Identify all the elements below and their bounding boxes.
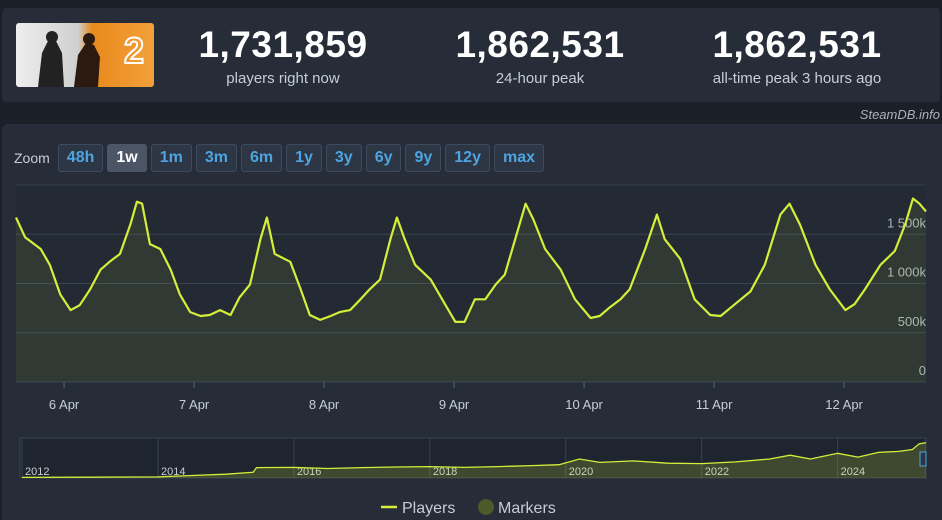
zoom-button[interactable]: 1y	[286, 144, 322, 172]
stat: 1,862,531 24-hour peak	[420, 24, 660, 87]
watermark: SteamDB.info	[859, 107, 940, 122]
zoom-button[interactable]: 1w	[107, 144, 147, 172]
area	[16, 198, 926, 382]
logo-mark: 2	[124, 30, 144, 71]
legend-swatch	[478, 499, 494, 515]
stats-card: 2 1,731,859 players right now 1,862,531 24…	[2, 8, 940, 102]
navigator-tick-label: 2020	[569, 466, 593, 478]
x-tick-label: 9 Apr	[439, 397, 470, 412]
game-art: 2	[16, 23, 154, 87]
navigator-tick-label: 2024	[841, 466, 865, 478]
zoom-button[interactable]: 48h	[57, 144, 104, 172]
legend-label: Markers	[498, 500, 556, 517]
legend-label: Players	[402, 500, 455, 517]
zoom-button[interactable]: max	[493, 144, 545, 172]
zoom-button[interactable]: 6y	[365, 144, 402, 172]
stat-label: all-time peak 3 hours ago	[712, 70, 882, 87]
zoom-label: Zoom	[14, 150, 50, 166]
stat: 1,731,859 players right now	[163, 24, 403, 87]
x-tick-label: 8 Apr	[309, 397, 340, 412]
y-tick-label: 500k	[898, 314, 927, 329]
navigator-tick-label: 2016	[297, 466, 321, 478]
zoom-button[interactable]: 9y	[405, 144, 442, 172]
zoom-bar: Zoom 48h 1w 1m 3m 6m 1y 3y 6y 9y 12y max	[14, 144, 545, 172]
x-tick-label: 10 Apr	[565, 397, 603, 412]
zoom-button[interactable]: 3m	[195, 144, 237, 172]
zoom-button[interactable]: 1m	[150, 144, 192, 172]
navigator-area	[22, 442, 926, 478]
navigator-tick-label: 2012	[25, 466, 49, 478]
navigator-tick-label: 2022	[705, 466, 729, 478]
stat-value: 1,731,859	[198, 24, 368, 65]
navigator-tick-label: 2014	[161, 466, 185, 478]
navigator-line	[21, 441, 927, 479]
line	[15, 197, 927, 323]
navigator-handle	[919, 451, 927, 467]
x-tick-label: 11 Apr	[696, 397, 733, 412]
zoom-button[interactable]: 12y	[445, 144, 490, 172]
stat: 1,862,531 all-time peak 3 hours ago	[677, 24, 917, 87]
x-tick-label: 6 Apr	[49, 397, 80, 412]
x-tick-label: 12 Apr	[825, 397, 863, 412]
y-tick-label: 1 000k	[887, 265, 927, 280]
stat-label: players right now	[226, 70, 340, 87]
stat-value: 1,862,531	[712, 24, 882, 65]
x-tick-label: 7 Apr	[179, 397, 210, 412]
navigator-tick-label: 2018	[433, 466, 457, 478]
zoom-button[interactable]: 6m	[240, 144, 283, 172]
stat-value: 1,862,531	[455, 24, 625, 65]
stat-label: 24-hour peak	[495, 70, 585, 87]
y-tick-label: 0	[919, 363, 926, 378]
zoom-button[interactable]: 3y	[325, 144, 362, 172]
